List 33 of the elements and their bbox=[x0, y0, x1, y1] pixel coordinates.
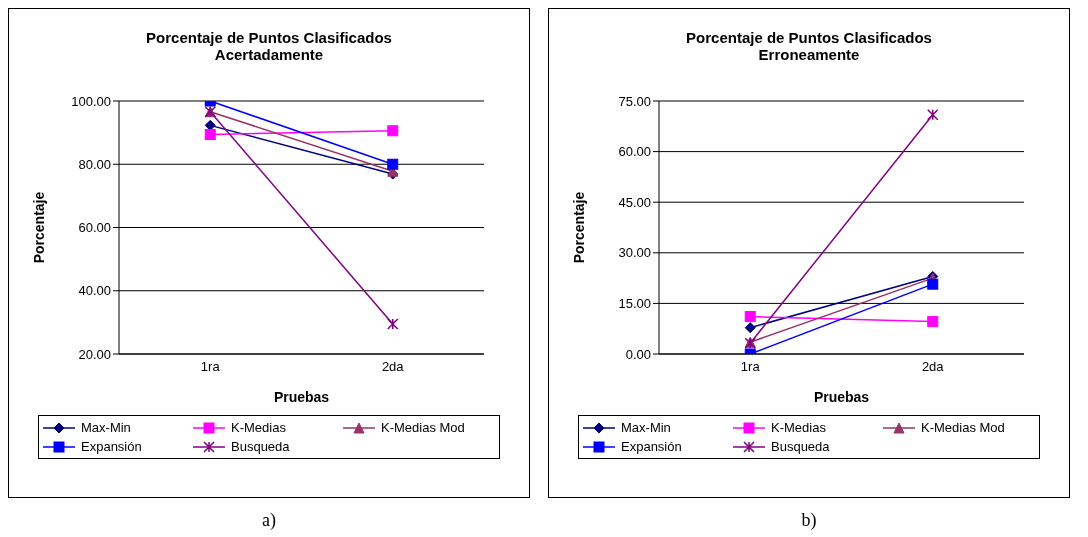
y-axis-title: Porcentaje bbox=[30, 191, 47, 264]
y-tick-label: 75.00 bbox=[618, 93, 651, 109]
x-tick-label: 1ra bbox=[740, 359, 761, 375]
y-tick-label: 20.00 bbox=[78, 346, 111, 362]
x-tick-label: 1ra bbox=[200, 359, 221, 375]
x-tick-label: 2da bbox=[381, 359, 405, 375]
legend-label: Busqueda bbox=[231, 439, 290, 454]
chart-title: Porcentaje de Puntos Clasificados Acertadamente bbox=[145, 28, 393, 65]
y-tick-label: 60.00 bbox=[618, 144, 651, 160]
y-tick-label: 100.00 bbox=[71, 93, 111, 109]
x-axis-title: Pruebas bbox=[273, 389, 330, 405]
y-tick-label: 80.00 bbox=[78, 156, 111, 172]
legend-label: Max-Min bbox=[81, 420, 131, 435]
x-tick-label: 2da bbox=[921, 359, 945, 375]
text: b) bbox=[800, 510, 818, 531]
y-tick-label: 15.00 bbox=[618, 296, 651, 312]
y-axis-title: Porcentaje bbox=[570, 191, 587, 264]
chart-title: Porcentaje de Puntos Clasificados Erroneamente bbox=[685, 28, 933, 65]
y-tick-label: 30.00 bbox=[618, 245, 651, 261]
y-tick-label: 45.00 bbox=[618, 194, 651, 210]
text: a) bbox=[261, 510, 277, 531]
legend-label: Expansión bbox=[81, 439, 142, 454]
y-tick-label: 40.00 bbox=[78, 283, 111, 299]
legend-label: K-Medias Mod bbox=[921, 420, 1005, 435]
legend-label: K-Medias bbox=[771, 420, 826, 435]
legend-label: Max-Min bbox=[621, 420, 671, 435]
legend-label: K-Medias bbox=[231, 420, 286, 435]
y-tick-label: 60.00 bbox=[78, 220, 111, 236]
legend-label: Expansión bbox=[621, 439, 682, 454]
legend-label: K-Medias Mod bbox=[381, 420, 465, 435]
legend-label: Busqueda bbox=[771, 439, 830, 454]
x-axis-title: Pruebas bbox=[813, 389, 870, 405]
y-tick-label: 0.00 bbox=[625, 346, 651, 362]
